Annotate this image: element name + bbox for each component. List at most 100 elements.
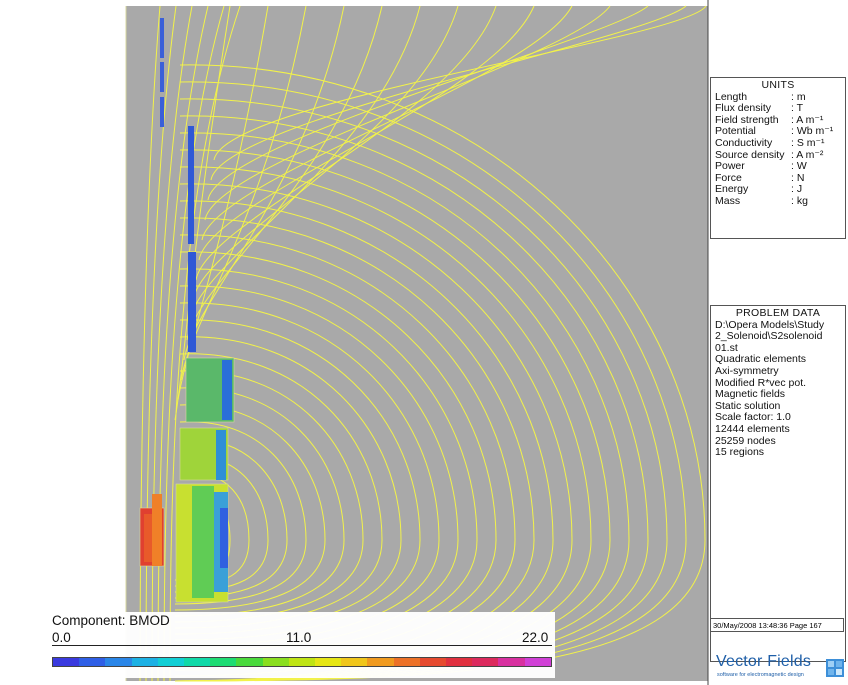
legend-colour-swatch [472,658,499,666]
flux-contour [174,438,288,599]
legend-title: Component: BMOD [52,613,170,628]
coil-segment [152,494,162,566]
legend-colour-swatch [210,658,237,666]
flux-contour [151,5,193,682]
problem-data-line: 15 regions [715,446,765,459]
flux-contour [157,5,209,682]
legend-colour-swatch [53,658,80,666]
units-value: : T [791,102,804,115]
legend-colour-swatch [157,658,185,666]
legend-colour-swatch [262,658,289,666]
brand-icon [826,659,844,677]
legend-tick-mid: 11.0 [286,630,312,645]
problem-data-line: 25259 nodes [715,434,776,447]
units-row: Force : N [711,171,845,185]
flux-contour [210,5,687,181]
flux-contour [204,5,611,221]
flux-contour [198,5,535,261]
units-row: Length: m [711,90,845,104]
units-key: Force [715,171,742,184]
vector-fields-logo: Vector Fields software for electromagnet… [716,653,846,681]
units-key: Field strength [715,113,779,126]
coil-regions [139,18,235,603]
colour-scale-legend: Component: BMOD 0.0 11.0 22.0 [50,612,555,678]
legend-colour-swatch [131,658,158,666]
units-key: Power [715,160,745,173]
flux-contour [201,5,573,241]
legend-tick-max: 22.0 [522,630,549,645]
legend-colour-swatch [184,658,211,666]
legend-colour-swatch [367,658,394,666]
legend-colour-swatch [105,658,132,666]
flux-contour [174,387,345,617]
flux-contour [195,5,497,281]
units-value: : J [791,183,803,196]
problem-data-line: 12444 elements [715,422,790,435]
timestamp-page-label: 30/May/2008 13:48:36 Page 167 [710,618,844,632]
coil-segment [160,18,164,58]
flux-contour [207,5,649,201]
legend-colour-swatch [446,658,473,666]
coil-segment [216,430,226,480]
units-key: Source density [715,148,785,161]
legend-axis-line [52,645,552,646]
flux-contour [163,5,225,682]
flux-contour [145,5,177,682]
coil-segment [192,486,214,598]
units-value: : m [791,90,806,103]
units-row: Power : W [711,161,845,173]
problem-data-line: Axi-symmetry [715,364,779,377]
units-row: Mass: kg [711,194,845,208]
coil-segment [144,514,152,562]
flux-contour [174,421,307,605]
units-value: : N [791,171,805,184]
brand-tagline: software for electromagnetic design [717,672,804,678]
units-row: Energy: J [711,184,845,196]
units-key: Flux density [715,102,772,115]
coil-segment [220,508,228,568]
problem-data-line: D:\Opera Models\Study [715,318,825,331]
flux-contour [139,5,161,682]
units-row: Flux density : T [711,103,845,115]
legend-colour-swatch [498,658,525,666]
problem-data-line: Modified R*vec pot. [715,376,807,389]
legend-colour-swatch [236,658,263,666]
units-value: : A m⁻¹ [791,113,824,126]
units-value: : A m⁻² [791,148,824,161]
units-row: Conductivity: S m⁻¹ [711,136,845,150]
units-key: Potential [715,125,756,138]
legend-colour-bar [52,657,552,667]
units-row: Source density : A m⁻² [711,148,845,162]
problem-data-line: Magnetic fields [715,388,786,401]
legend-colour-swatch [79,658,106,666]
legend-colour-swatch [419,658,447,666]
problem-data-line: 01.st [715,341,738,354]
legend-colour-swatch [288,658,316,666]
problem-data-panel: PROBLEM DATA D:\Opera Models\Study 2_Sole… [710,305,846,662]
legend-colour-swatch [341,658,368,666]
flux-contour [180,5,307,381]
units-title: UNITS [761,79,795,91]
problem-data-line: Static solution [715,399,781,412]
units-value: : Wb m⁻¹ [791,125,834,138]
units-value: : W [791,160,807,173]
coil-segment [188,126,194,244]
units-value: : kg [791,194,808,207]
coil-segment [188,252,196,352]
brand-name: Vector Fields [716,653,812,670]
flux-contour [189,5,421,321]
flux-contour [169,5,241,682]
legend-colour-swatch [393,658,420,666]
units-row: Field strength : A m⁻¹ [711,113,845,127]
units-panel: UNITS Length: m Flux density: T Field stre… [710,77,846,239]
coil-segment [222,360,232,420]
coil-segment [160,62,164,92]
problem-data-line: 2_Solenoid\S2solenoid [715,330,823,343]
problem-data-title: PROBLEM DATA [735,307,821,319]
problem-data-line: Quadratic elements [715,353,807,366]
legend-tick-min: 0.0 [52,630,71,645]
units-value: : S m⁻¹ [791,136,825,149]
flux-contour [213,5,707,161]
flux-contour [186,5,383,341]
flux-contour [192,5,459,301]
